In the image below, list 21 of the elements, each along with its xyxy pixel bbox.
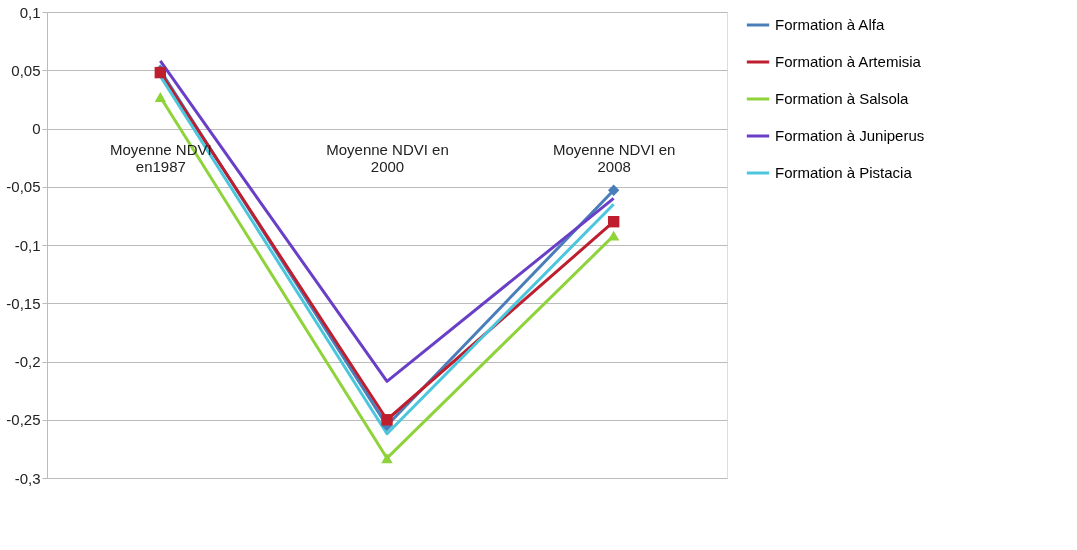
y-tick-label: -0,1 (14, 236, 41, 254)
y-tick-label: 0 (32, 120, 41, 137)
point (607, 184, 620, 196)
y-tick-label: 0,05 (11, 61, 41, 79)
point (381, 453, 393, 464)
y-tick-label: -0,05 (6, 178, 41, 196)
legend-label: Formation à Salsola (775, 90, 910, 107)
y-tick-label: -0,3 (14, 469, 41, 487)
legend-label: Formation à Alfa (775, 16, 885, 33)
y-tick-label: -0,2 (14, 353, 41, 370)
point (381, 414, 393, 426)
y-tick-label: -0,25 (6, 411, 41, 429)
legend-label: Formation à Pistacia (775, 164, 913, 181)
point (607, 216, 620, 228)
x-tick-label: Moyenne NDVI en 2000 (326, 141, 449, 175)
x-tick-label: Moyenne NDVI en 2008 (552, 141, 676, 175)
point (154, 92, 167, 102)
legend-label: Formation à Juniperus (775, 127, 925, 144)
y-tick-label: 0,1 (19, 3, 41, 21)
legend-label: Formation à Artemisia (775, 53, 922, 70)
y-tick-label: -0,15 (6, 294, 41, 312)
